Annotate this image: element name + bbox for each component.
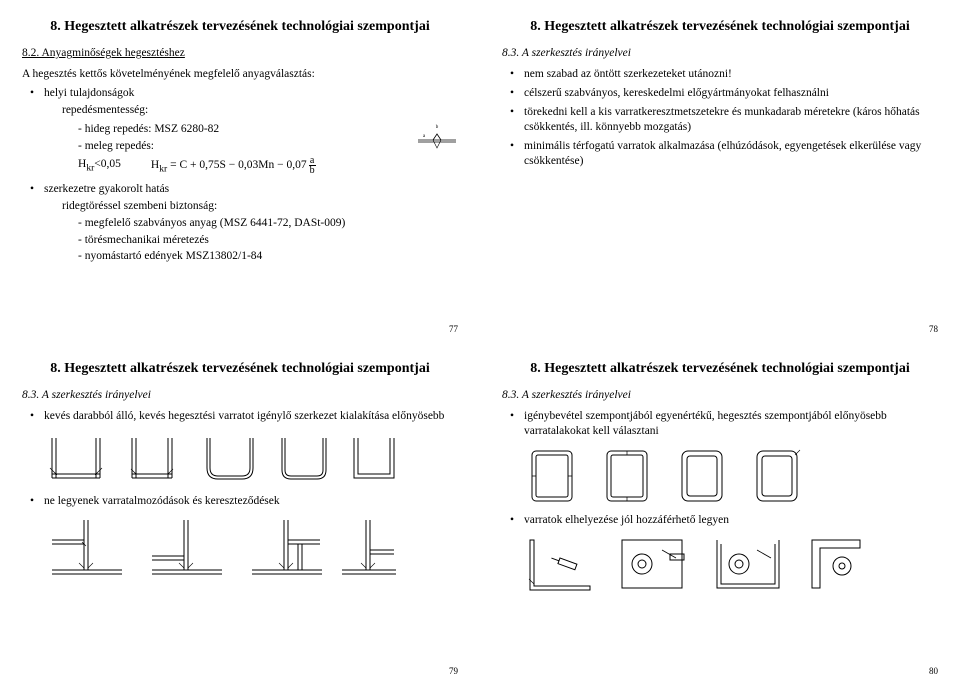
u-profile-variants-icon [42, 430, 402, 490]
list-item: törekedni kell a kis varratkeresztmetsze… [516, 105, 938, 135]
page-number: 77 [449, 324, 458, 336]
text: ridegtöréssel szembeni biztonság: [44, 199, 458, 214]
text: szerkezetre gyakorolt hatás [44, 183, 169, 195]
slide-78: 8. Hegesztett alkatrészek tervezésének t… [480, 0, 960, 342]
text: - meleg repedés: [44, 139, 408, 154]
section-number-80: 8.3. A szerkesztés irányelvei [502, 388, 938, 403]
slide-title: 8. Hegesztett alkatrészek tervezésének t… [502, 360, 938, 378]
page-number: 79 [449, 666, 458, 678]
bullet-list: varratok elhelyezése jól hozzáférhető le… [502, 513, 938, 528]
section-number-78: 8.3. A szerkesztés irányelvei [502, 46, 938, 61]
list-item: helyi tulajdonságok repedésmentesség: - … [36, 86, 458, 178]
list-item: varratok elhelyezése jól hozzáférhető le… [516, 513, 938, 528]
bullet-list: kevés darabból álló, kevés hegesztési va… [22, 409, 458, 424]
t-joint-variants-icon [42, 515, 402, 585]
list-item: kevés darabból álló, kevés hegesztési va… [36, 409, 458, 424]
bullet-list: ne legyenek varratalmozódások és kereszt… [22, 494, 458, 509]
slide-80: 8. Hegesztett alkatrészek tervezésének t… [480, 342, 960, 684]
hkr-formula: Hkr = C + 0,75S − 0,03Mn − 0,07ab [151, 156, 316, 176]
slide-77: 8. Hegesztett alkatrészek tervezésének t… [0, 0, 480, 342]
section-number-79: 8.3. A szerkesztés irányelvei [22, 388, 458, 403]
text: helyi tulajdonságok [44, 87, 134, 99]
page-number: 78 [929, 324, 938, 336]
formula-row: Hkr<0,05 Hkr = C + 0,75S − 0,03Mn − 0,07… [44, 156, 408, 176]
weld-cross-section-icon: b a [416, 120, 458, 150]
rect-tube-variants-icon [522, 445, 882, 509]
weld-accessibility-icon [522, 534, 882, 600]
diagram-row-1 [42, 430, 458, 490]
slide-79: 8. Hegesztett alkatrészek tervezésének t… [0, 342, 480, 684]
text: - törésmechanikai méretezés [44, 233, 458, 248]
bullet-list: igénybevétel szempontjából egyenértékű, … [502, 409, 938, 439]
text: - nyomástartó edények MSZ13802/1-84 [44, 249, 458, 264]
page-number: 80 [929, 666, 938, 678]
intro-text: A hegesztés kettős követelményének megfe… [22, 67, 458, 82]
svg-text:a: a [423, 134, 426, 139]
svg-text:b: b [436, 125, 439, 130]
diagram-row-2 [522, 534, 938, 600]
slide-title: 8. Hegesztett alkatrészek tervezésének t… [502, 18, 938, 36]
bullet-list: nem szabad az öntött szerkezeteket utáno… [502, 67, 938, 169]
list-item: szerkezetre gyakorolt hatás ridegtörésse… [36, 182, 458, 265]
text: - hideg repedés: MSZ 6280-82 [44, 122, 408, 137]
list-item: ne legyenek varratalmozódások és kereszt… [36, 494, 458, 509]
text: - megfelelő szabványos anyag (MSZ 6441-7… [44, 216, 458, 231]
diagram-row-2 [42, 515, 458, 585]
list-item: minimális térfogatú varratok alkalmazása… [516, 139, 938, 169]
list-item: nem szabad az öntött szerkezeteket utáno… [516, 67, 938, 82]
text: repedésmentesség: [44, 103, 458, 118]
diagram-row-1 [522, 445, 938, 509]
list-item: célszerű szabványos, kereskedelmi előgyá… [516, 86, 938, 101]
slide-title: 8. Hegesztett alkatrészek tervezésének t… [22, 360, 458, 378]
slide-title: 8. Hegesztett alkatrészek tervezésének t… [22, 18, 458, 36]
hkr-threshold: Hkr<0,05 [78, 157, 121, 175]
bullet-list: helyi tulajdonságok repedésmentesség: - … [22, 86, 458, 264]
list-item: igénybevétel szempontjából egyenértékű, … [516, 409, 938, 439]
section-number-77: 8.2. Anyagminőségek hegesztéshez [22, 46, 458, 61]
